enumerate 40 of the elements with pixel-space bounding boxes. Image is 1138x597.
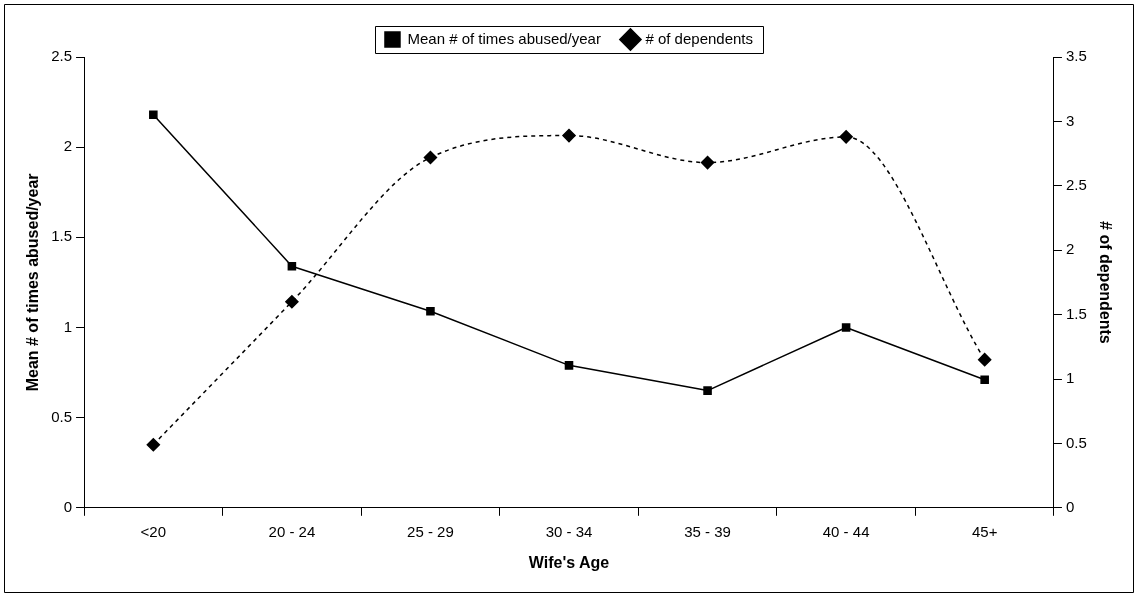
point [426, 306, 435, 316]
point [149, 110, 158, 119]
y2-tick-label: 1.5 [1065, 304, 1087, 322]
point [287, 261, 297, 271]
y-axis-title: Mean # of times abused/year [24, 173, 42, 392]
y-tick-label: 2.5 [51, 47, 73, 65]
x-tick-label: 40 - 44 [822, 522, 870, 540]
point [977, 352, 992, 367]
x-tick-label: 25 - 29 [407, 522, 454, 540]
point [562, 128, 576, 143]
point [703, 386, 712, 395]
y2-axis-title: # of dependents [1096, 221, 1114, 344]
legend-label: Mean # of times abused/year [407, 29, 601, 47]
y2-tick-label: 2.5 [1065, 175, 1087, 193]
y2-tick-label: 2 [1065, 240, 1075, 258]
point [564, 361, 574, 370]
y2-tick-label: 0 [1065, 497, 1075, 515]
legend-label: # of dependents [645, 29, 754, 47]
y2-tick-label: 1 [1065, 369, 1075, 387]
x-tick-label: <20 [140, 522, 167, 540]
x-tick-label: 20 - 24 [268, 522, 316, 540]
point [841, 323, 851, 332]
x-axis-title: Wife's Age [528, 553, 610, 571]
y2-tick-label: 0.5 [1065, 433, 1087, 451]
y-tick-label: 0.5 [51, 407, 73, 425]
y-tick-label: 0 [63, 497, 73, 515]
point [285, 294, 299, 309]
point [423, 150, 438, 165]
y-tick-label: 2 [63, 137, 73, 155]
y-tick-label: 1.5 [51, 227, 73, 245]
y2-tick-label: 3.5 [1065, 47, 1087, 65]
point [146, 437, 161, 452]
point [980, 375, 989, 385]
x-tick-label: 45+ [971, 522, 998, 540]
y-tick-label: 1 [63, 317, 73, 335]
x-tick-label: 30 - 34 [545, 522, 593, 540]
x-tick-label: 35 - 39 [684, 522, 731, 540]
point [700, 155, 715, 170]
y2-tick-label: 3 [1065, 111, 1075, 129]
point [839, 130, 853, 144]
